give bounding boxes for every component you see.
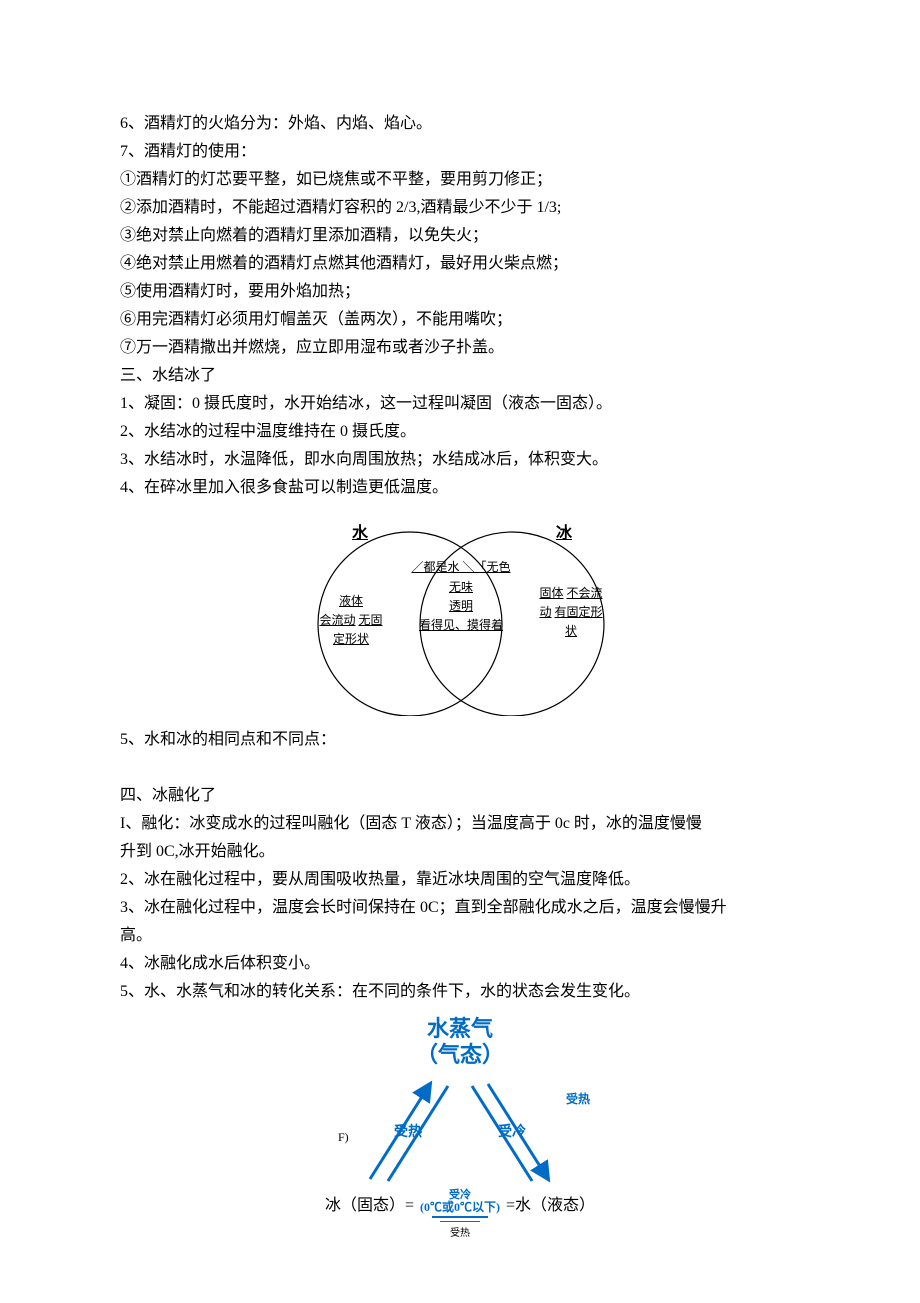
- triangle-bottom-left: 冰（固态）=: [325, 1192, 414, 1220]
- text-line: 7、酒精灯的使用：: [120, 138, 800, 166]
- triangle-left-label: 受热: [394, 1121, 422, 1146]
- text-line: ②添加酒精时，不能超过酒精灯容积的 2/3,酒精最少不少于 1/3;: [120, 194, 800, 222]
- text-line: I、融化：冰变成水的过程叫融化（固态 T 液态）；当温度高于 0c 时，冰的温度…: [120, 810, 800, 838]
- triangle-bottom-mid: 受冷 (0℃或0℃以下): [420, 1189, 500, 1223]
- text-line: 1、凝固：0 摄氏度时，水开始结冰，这一过程叫凝固（液态一固态）。: [120, 390, 800, 418]
- venn-right-body: 固体 不会流 动 有固定形 状: [524, 584, 618, 642]
- venn-title-water: 水: [352, 520, 368, 548]
- text-line: 2、冰在融化过程中，要从周围吸收热量，靠近冰块周围的空气温度降低。: [120, 866, 800, 894]
- text-line: 3、水结冰时，水温降低，即水向周围放热；水结成冰后，体积变大。: [120, 446, 800, 474]
- text-line: 升到 0C,冰开始融化。: [120, 838, 800, 866]
- text-line: 4、在碎冰里加入很多食盐可以制造更低温度。: [120, 474, 800, 502]
- text-line: 5、水、水蒸气和冰的转化关系：在不同的条件下，水的状态会发生变化。: [120, 978, 800, 1006]
- state-triangle-diagram: 水蒸气 （气态） F) 受热 受冷 受热 冰（: [270, 1016, 650, 1243]
- venn-overlap-top: ／都是水 ＼「无色: [406, 558, 516, 577]
- triangle-top-label: 水蒸气 （气态）: [270, 1016, 650, 1069]
- venn-title-ice: 冰: [556, 520, 572, 548]
- text-line: ③绝对禁止向燃着的酒精灯里添加酒精，以免失火；: [120, 222, 800, 250]
- text-line: 高。: [120, 922, 800, 950]
- text-line: ⑥用完酒精灯必须用灯帽盖灭（盖两次），不能用嘴吹；: [120, 306, 800, 334]
- text-line: 3、冰在融化过程中，温度会长时间保持在 0C；直到全部融化成水之后，温度会慢慢升: [120, 894, 800, 922]
- venn-overlap-body: 无味 透明 看得见、摸得着: [416, 578, 506, 636]
- text-line: 5、水和冰的相同点和不同点：: [120, 726, 800, 754]
- section-heading: 三、水结冰了: [120, 362, 800, 390]
- text-line: ⑤使用酒精灯时，要用外焰加热；: [120, 278, 800, 306]
- section-heading: 四、冰融化了: [120, 782, 800, 810]
- text-line: ⑦万一酒精撒出并燃烧，应立即用湿布或者沙子扑盖。: [120, 334, 800, 362]
- triangle-right-label2: 受热: [566, 1089, 590, 1110]
- triangle-left-small: F): [338, 1127, 349, 1148]
- venn-diagram: 水 冰 ／都是水 ＼「无色 无味 透明 看得见、摸得着 液体 会流动 无固 定形…: [280, 516, 640, 716]
- triangle-bottom-right: =水（液态）: [506, 1192, 595, 1220]
- text-line: 6、酒精灯的火焰分为：外焰、内焰、焰心。: [120, 110, 800, 138]
- text-line: 2、水结冰的过程中温度维持在 0 摄氏度。: [120, 418, 800, 446]
- text-line: 4、冰融化成水后体积变小。: [120, 950, 800, 978]
- venn-left-body: 液体 会流动 无固 定形状: [304, 592, 398, 650]
- triangle-arrows-icon: [310, 1069, 610, 1189]
- text-line: ④绝对禁止用燃着的酒精灯点燃其他酒精灯，最好用火柴点燃；: [120, 250, 800, 278]
- triangle-right-label: 受冷: [498, 1121, 526, 1146]
- triangle-bottom-row: 冰（固态）= 受冷 (0℃或0℃以下) =水（液态）: [270, 1189, 650, 1223]
- triangle-bottom-under: 受热: [270, 1225, 650, 1243]
- text-line: ①酒精灯的灯芯要平整，如已烧焦或不平整，要用剪刀修正；: [120, 166, 800, 194]
